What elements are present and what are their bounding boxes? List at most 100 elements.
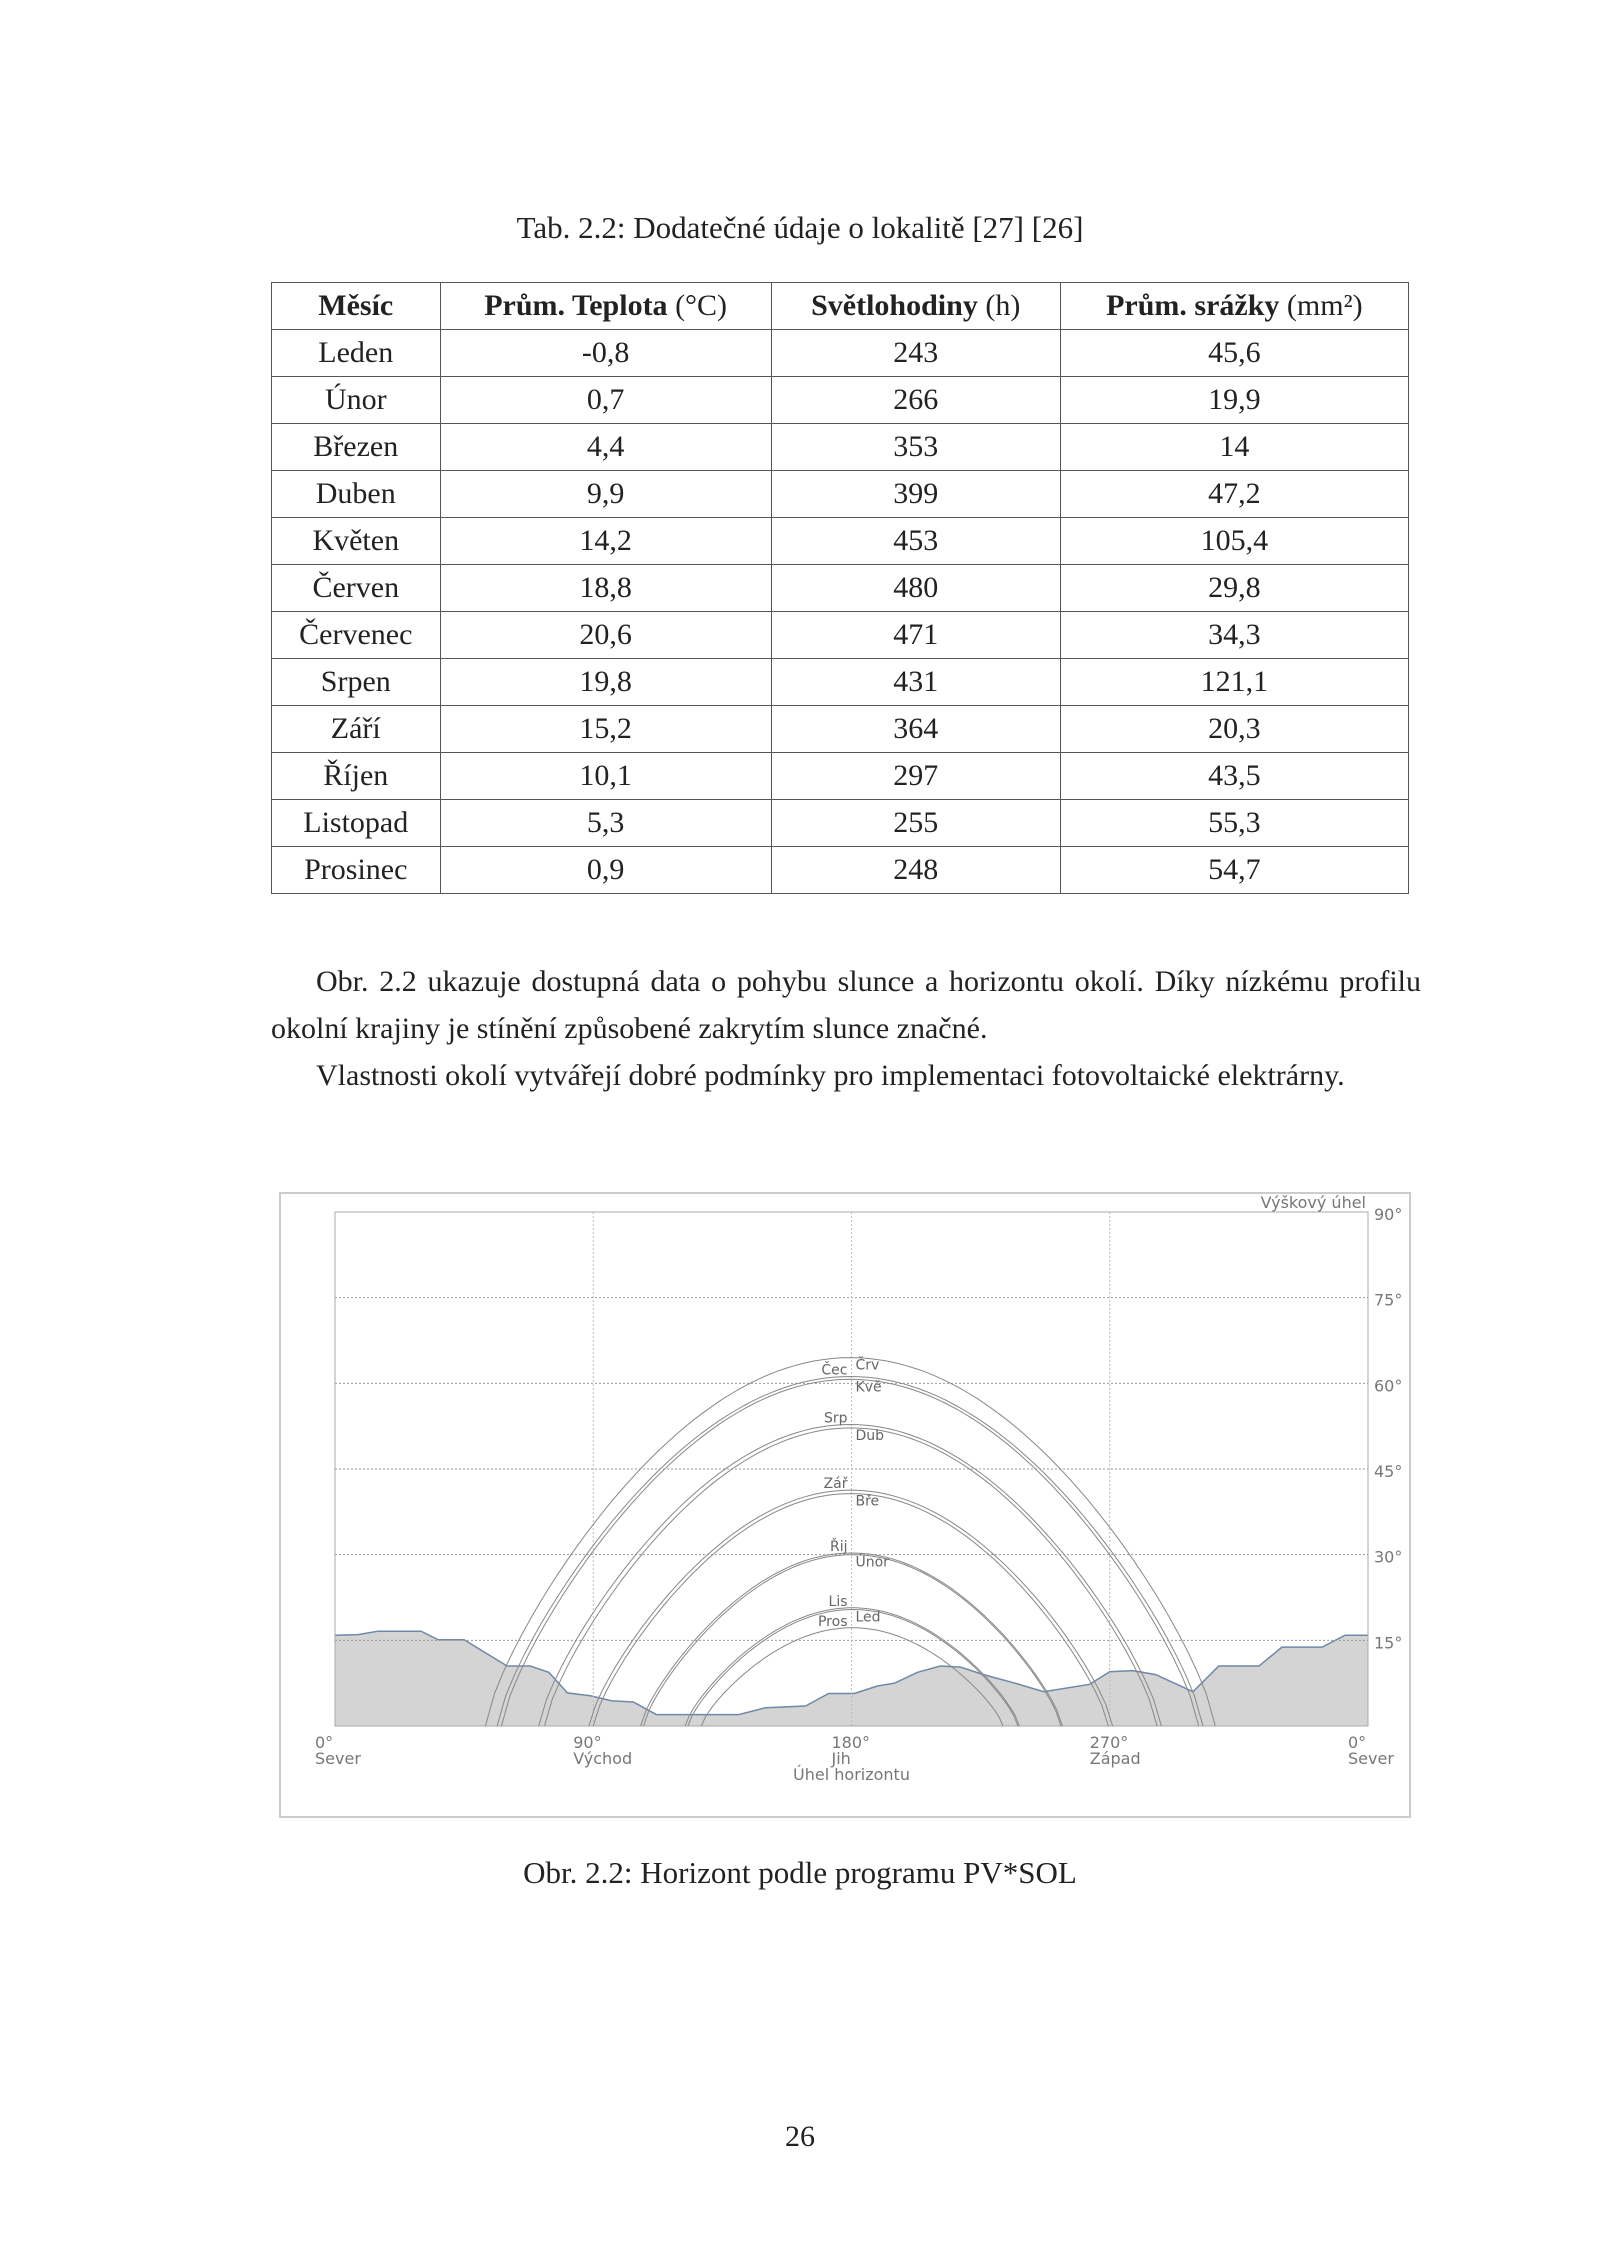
column-header-title: Světlohodiny (811, 289, 978, 322)
x-tick-degree: 0° (1348, 1733, 1366, 1752)
table-cell: 105,4 (1059, 517, 1410, 565)
table-cell: 480 (770, 564, 1061, 612)
table-row: Květen 14,2 453 105,4 (271, 517, 1410, 565)
table-cell: 9,9 (439, 470, 772, 518)
paragraph: Obr. 2.2 ukazuje dostupná data o pohybu … (271, 965, 1421, 1045)
column-header-unit: (h) (985, 289, 1021, 322)
table-cell: 10,1 (439, 752, 772, 800)
table-cell: 121,1 (1059, 658, 1410, 706)
column-header-title: Měsíc (318, 289, 394, 322)
plot-border (334, 1211, 1369, 1727)
x-tick-direction: Jih (831, 1749, 851, 1768)
table-cell: 5,3 (439, 799, 772, 847)
column-header: Prům. srážky (mm²) (1059, 282, 1410, 330)
table-cell: 19,8 (439, 658, 772, 706)
table-cell: Říjen (271, 752, 441, 800)
table-row: Červenec 20,6 471 34,3 (271, 611, 1410, 659)
table-cell: 20,3 (1059, 705, 1410, 753)
table-cell: Listopad (271, 799, 441, 847)
x-tick-degree: 180° (832, 1733, 871, 1752)
column-header: Měsíc (271, 282, 441, 330)
table-cell: Únor (271, 376, 441, 424)
table-cell: 4,4 (439, 423, 772, 471)
table-cell: 34,3 (1059, 611, 1410, 659)
table-cell: 45,6 (1059, 329, 1410, 377)
sun-path-line (496, 1375, 1204, 1727)
sun-path-label: Čec (821, 1360, 847, 1378)
table-cell: Leden (271, 329, 441, 377)
table-row: Březen 4,4 353 14 (271, 423, 1410, 471)
table-cell: Červenec (271, 611, 441, 659)
x-tick-direction: Západ (1090, 1749, 1141, 1768)
table-row: Únor 0,7 266 19,9 (271, 376, 1410, 424)
y-tick-label: 75° (1374, 1291, 1402, 1310)
table-cell: 353 (770, 423, 1061, 471)
y-tick-label: 60° (1374, 1376, 1402, 1395)
table-cell: 364 (770, 705, 1061, 753)
page-number: 26 (785, 2120, 815, 2153)
sun-path-line (538, 1423, 1162, 1727)
y-tick-label: 30° (1374, 1548, 1402, 1567)
table-header-row: Měsíc Prům. Teplota (°C) Světlohodiny (h) P… (271, 282, 1410, 330)
table-row: Červen 18,8 480 29,8 (271, 564, 1410, 612)
x-tick-degree: 270° (1090, 1733, 1129, 1752)
table-cell: 297 (770, 752, 1061, 800)
table-cell: Září (271, 705, 441, 753)
table-cell: 47,2 (1059, 470, 1410, 518)
table-cell: Prosinec (271, 846, 441, 894)
horizon-area (335, 1631, 1368, 1726)
sun-path-line (588, 1489, 1114, 1727)
sun-path-label: Srp (824, 1410, 848, 1426)
sun-path-label: Led (856, 1609, 881, 1625)
sun-path-label: Črv (856, 1356, 880, 1374)
sun-path-line (484, 1357, 1216, 1727)
table-cell: 18,8 (439, 564, 772, 612)
table-cell: Srpen (271, 658, 441, 706)
sun-path-label: Řij (830, 1538, 848, 1555)
table-cell: 248 (770, 846, 1061, 894)
table-cell: 43,5 (1059, 752, 1410, 800)
table-cell: 29,8 (1059, 564, 1410, 612)
table-row: Prosinec 0,9 248 54,7 (271, 846, 1410, 894)
table-caption: Tab. 2.2: Dodatečné údaje o lokalitě [27… (516, 210, 1084, 245)
column-header-unit: (mm²) (1286, 289, 1363, 322)
table-cell: Květen (271, 517, 441, 565)
sun-path-line (684, 1607, 1020, 1727)
body-text: Obr. 2.2 ukazuje dostupná data o pohybu … (271, 958, 1421, 1099)
column-header-title: Prům. Teplota (484, 289, 668, 322)
table-cell: 19,9 (1059, 376, 1410, 424)
table-cell: 471 (770, 611, 1061, 659)
table-cell: 0,7 (439, 376, 772, 424)
x-axis-label: Úhel horizontu (793, 1765, 910, 1784)
table-cell: 55,3 (1059, 799, 1410, 847)
x-tick-direction: Východ (573, 1749, 632, 1768)
x-tick-degree: 0° (315, 1733, 333, 1752)
sun-path-line (687, 1608, 1019, 1727)
sun-path-line (500, 1378, 1200, 1727)
table-cell: Duben (271, 470, 441, 518)
x-tick-degree: 90° (573, 1733, 601, 1752)
table-row: Listopad 5,3 255 55,3 (271, 799, 1410, 847)
y-tick-label: 45° (1374, 1462, 1402, 1481)
y-tick-label: 15° (1374, 1633, 1402, 1652)
sun-path-label: Pros (818, 1614, 848, 1630)
table-row: Říjen 10,1 297 43,5 (271, 752, 1410, 800)
data-table: Měsíc Prům. Teplota (°C) Světlohodiny (h) P… (271, 282, 1410, 894)
table-row: Leden -0,8 243 45,6 (271, 329, 1410, 377)
horizon-chart: 15°30°45°60°75°90°0°Sever90°Východ180°Ji… (279, 1192, 1411, 1818)
sun-path-label: Zář (824, 1476, 848, 1492)
sun-path-line (640, 1552, 1063, 1727)
table-cell: 453 (770, 517, 1061, 565)
table-cell: 399 (770, 470, 1061, 518)
sun-path-line (700, 1627, 1004, 1727)
sun-path-line (592, 1493, 1109, 1727)
table-cell: 431 (770, 658, 1061, 706)
table-cell: 54,7 (1059, 846, 1410, 894)
table-cell: 0,9 (439, 846, 772, 894)
table-row: Srpen 19,8 431 121,1 (271, 658, 1410, 706)
paragraph: Vlastnosti okolí vytvářejí dobré podmínk… (316, 1059, 1345, 1092)
table-cell: 255 (770, 799, 1061, 847)
column-header-title: Prům. srážky (1106, 289, 1280, 322)
table-cell: 266 (770, 376, 1061, 424)
table-cell: 20,6 (439, 611, 772, 659)
